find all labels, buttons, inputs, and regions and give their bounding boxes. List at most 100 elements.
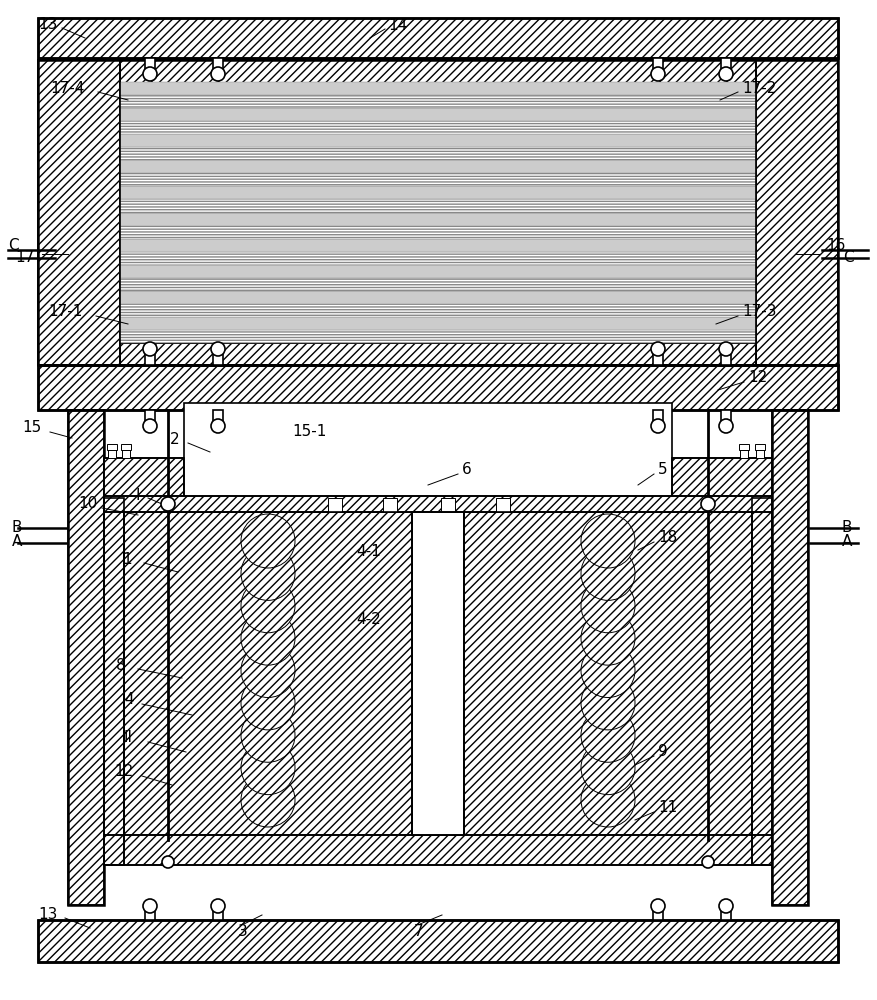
Bar [68,410,103,905]
Circle shape [240,644,295,698]
Text: C: C [842,250,852,265]
Circle shape [240,514,295,568]
Bar [120,60,755,365]
Bar [68,410,103,905]
Bar [652,906,662,920]
Bar [720,410,731,426]
Text: 4-1: 4-1 [355,544,381,560]
Bar [145,349,155,365]
Circle shape [162,856,174,868]
Bar [108,450,116,458]
Bar [103,458,184,498]
Circle shape [581,773,634,827]
Circle shape [240,579,295,633]
Circle shape [143,899,157,913]
Bar [411,512,463,835]
Bar [124,512,411,835]
Bar [771,410,807,905]
Circle shape [240,676,295,730]
Bar [103,835,771,865]
Bar [751,498,771,865]
Bar [120,60,755,82]
Text: 2: 2 [170,432,180,448]
Text: 17-4: 17-4 [50,81,84,96]
Bar [120,252,755,265]
Text: 11: 11 [657,800,676,815]
Bar [120,213,755,226]
Bar [671,458,771,498]
Text: 17-1: 17-1 [48,304,82,320]
Bar [120,134,755,147]
Bar [145,58,155,74]
Text: 17-3: 17-3 [741,304,775,320]
Circle shape [718,419,732,433]
Text: 12: 12 [114,764,133,780]
Bar [120,147,755,160]
Bar [120,330,755,343]
Circle shape [581,611,634,665]
Bar [103,835,771,865]
Circle shape [240,741,295,795]
Bar [652,58,662,74]
Bar [38,365,837,410]
Bar [103,498,124,865]
Bar [739,450,747,458]
Bar [107,444,117,450]
Bar [120,82,755,95]
Circle shape [160,497,175,511]
Bar [120,121,755,134]
Circle shape [581,676,634,730]
Bar [184,403,671,498]
Circle shape [581,579,634,633]
Text: 17-2: 17-2 [741,81,775,96]
Bar [751,498,771,865]
Bar [120,226,755,239]
Circle shape [718,67,732,81]
Bar [738,444,748,450]
Bar [720,349,731,365]
Bar [120,173,755,186]
Bar [103,498,124,865]
Bar [213,58,223,74]
Bar [38,18,837,58]
Bar [754,444,764,450]
Bar [103,458,184,498]
Text: 8: 8 [116,658,125,672]
Text: 15-1: 15-1 [292,424,326,440]
Text: 9: 9 [657,744,667,760]
Circle shape [210,67,225,81]
Text: 6: 6 [461,462,471,478]
Text: 18: 18 [657,530,676,546]
Circle shape [210,899,225,913]
Bar [440,498,454,512]
Bar [38,920,837,962]
Bar [120,186,755,199]
Circle shape [650,419,664,433]
Circle shape [718,342,732,356]
Text: 4: 4 [124,692,133,708]
Text: 7: 7 [414,924,423,939]
Circle shape [650,67,664,81]
Bar [145,410,155,426]
Text: A: A [12,534,22,550]
Bar [38,365,837,410]
Text: 13: 13 [38,907,57,922]
Text: 3: 3 [238,924,247,939]
Bar [213,349,223,365]
Circle shape [650,899,664,913]
Bar [463,512,751,835]
Circle shape [210,342,225,356]
Circle shape [581,644,634,698]
Text: 5: 5 [657,462,667,478]
Bar [755,450,763,458]
Circle shape [143,67,157,81]
Bar [213,906,223,920]
Text: 10: 10 [78,496,97,512]
Text: 12: 12 [747,370,766,385]
Text: II: II [124,730,132,745]
Circle shape [581,741,634,795]
Bar [382,498,396,512]
Bar [120,95,755,108]
Text: A: A [841,534,852,550]
Circle shape [240,708,295,762]
